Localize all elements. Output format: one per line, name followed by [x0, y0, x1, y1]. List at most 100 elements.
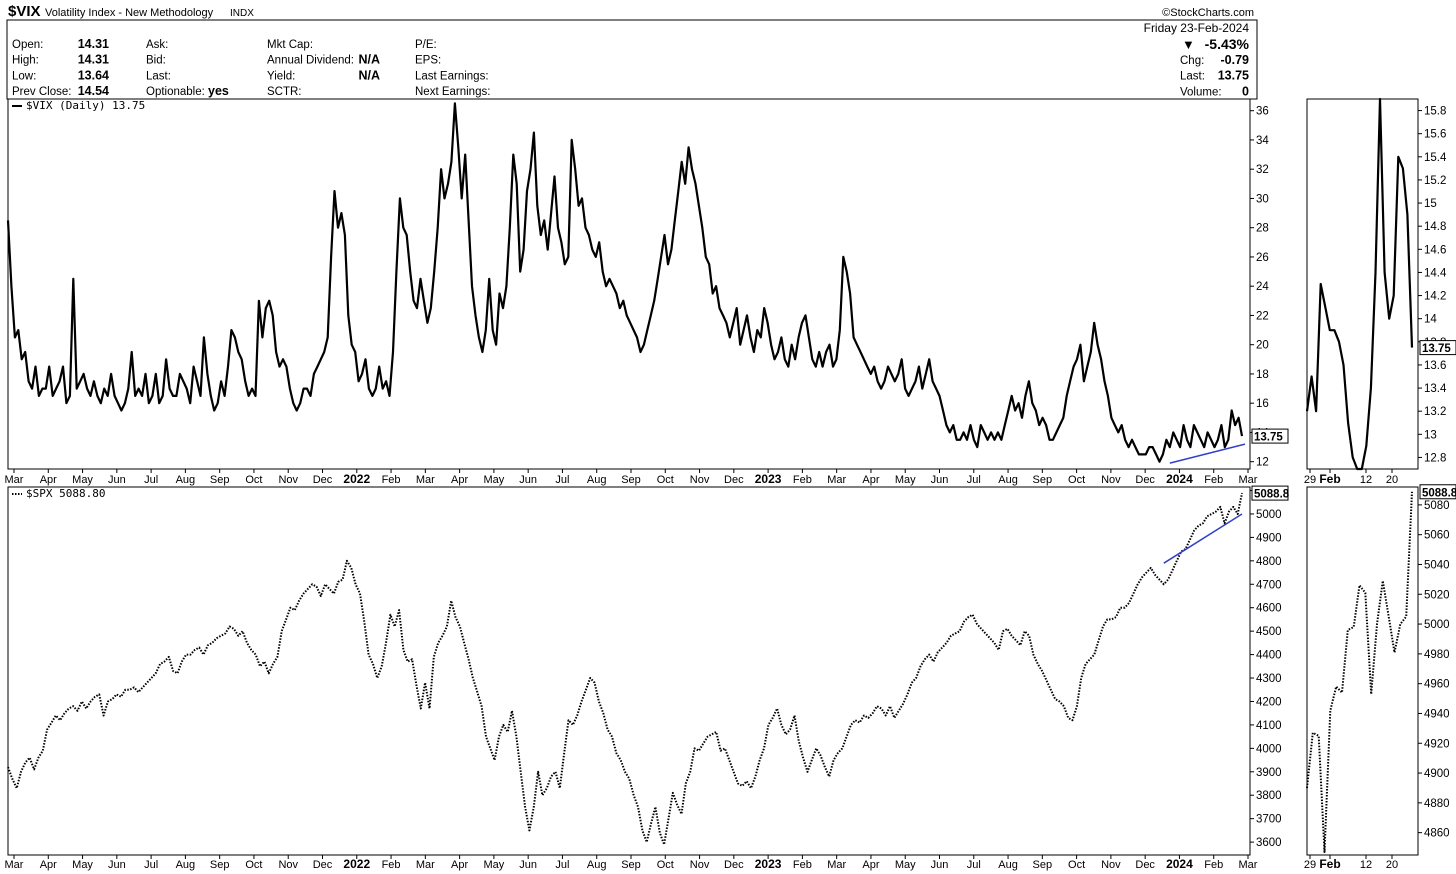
vix-panel: 12141618202224262830323436MarAprMayJunJu…: [5, 98, 1289, 486]
x-tick-label: Mar: [1239, 474, 1258, 486]
last-value-box: [1251, 428, 1289, 444]
y-tick-label: 5020: [1424, 589, 1450, 601]
x-tick-label: Apr: [862, 859, 879, 871]
y-tick-label: 12.8: [1424, 452, 1446, 464]
x-tick-label: Sep: [1033, 474, 1053, 486]
x-tick-label: Aug: [998, 474, 1018, 486]
quote-label: Annual Dividend:: [267, 55, 354, 67]
x-tick-label: 2024: [1166, 857, 1193, 871]
quote-label: Open:: [12, 39, 43, 51]
y-tick-label: 36: [1256, 106, 1269, 118]
x-tick-label: Nov: [278, 859, 298, 871]
y-tick-label: 32: [1256, 164, 1269, 176]
y-tick-label: 15.6: [1424, 129, 1446, 141]
x-tick-label: Oct: [657, 474, 674, 486]
y-tick-label: 4900: [1256, 532, 1282, 544]
x-tick-label: May: [72, 859, 93, 871]
spx-inset-panel: 4860 4880 4900 4920 4940 4960 4980 5000 5020 5040…: [1304, 484, 1456, 871]
y-tick-label: 13.4: [1424, 383, 1447, 395]
x-tick-label: Feb: [793, 474, 812, 486]
last-value-box: [1251, 485, 1289, 501]
y-tick-label: 14.8: [1424, 221, 1446, 233]
x-tick-label: Dec: [724, 859, 744, 871]
y-tick-label: 13.6: [1424, 360, 1446, 372]
y-tick-label: 15: [1424, 198, 1437, 210]
quote-label: High:: [12, 55, 39, 67]
x-tick-label: 29: [1304, 859, 1316, 871]
x-tick-label: Oct: [657, 859, 674, 871]
x-tick-label: Mar: [5, 474, 24, 486]
spx-panel: 3600 3700 3800 3900 4000 4100 4200 4300 4400 4500…: [5, 486, 1290, 871]
x-tick-label: Oct: [245, 474, 262, 486]
quote-date: Friday 23-Feb-2024: [1144, 21, 1250, 35]
x-tick-label: 29: [1304, 474, 1316, 486]
x-tick-label: 12: [1360, 474, 1372, 486]
quote-value: N/A: [358, 53, 380, 67]
x-tick-label: 20: [1386, 474, 1398, 486]
x-tick-label: Dec: [1135, 859, 1155, 871]
x-tick-label: 12: [1360, 859, 1372, 871]
legend-label: $VIX (Daily) 13.75: [26, 99, 145, 112]
x-tick-label: Feb: [382, 474, 401, 486]
x-tick-label: Feb: [1319, 472, 1340, 486]
plot-frame: [1306, 98, 1419, 470]
y-tick-label: 22: [1256, 310, 1269, 322]
y-tick-label: 4980: [1424, 649, 1450, 661]
x-tick-label: Jun: [519, 474, 537, 486]
x-tick-label: Aug: [176, 474, 196, 486]
x-tick-label: Oct: [1068, 474, 1085, 486]
x-tick-label: Feb: [1204, 859, 1223, 871]
x-tick-label: Sep: [621, 859, 641, 871]
x-tick-label: Dec: [313, 474, 333, 486]
y-tick-label: 4600: [1256, 603, 1282, 615]
series-line: [1306, 491, 1413, 853]
x-tick-label: Apr: [862, 474, 879, 486]
quote-label: Last Earnings:: [415, 70, 489, 82]
change-percent: -5.43%: [1205, 36, 1250, 52]
quote-label: Volume:: [1180, 86, 1222, 98]
quote-label: Low:: [12, 70, 36, 82]
y-tick-label: 24: [1256, 281, 1269, 293]
x-tick-label: 2023: [755, 472, 782, 486]
quote-label: EPS:: [415, 55, 441, 67]
series-line: [6, 102, 1244, 463]
vix-inset-panel: 12.81313.213.413.613.81414.214.414.614.8…: [1304, 97, 1456, 486]
y-tick-label: 30: [1256, 193, 1269, 205]
y-tick-label: 20: [1256, 340, 1269, 352]
x-tick-label: Sep: [210, 474, 230, 486]
x-tick-label: May: [72, 474, 93, 486]
last-value-box: [1419, 484, 1456, 500]
quote-label: Last:: [146, 70, 171, 82]
x-tick-label: Mar: [1239, 859, 1258, 871]
x-tick-label: Mar: [416, 474, 435, 486]
y-tick-label: 13: [1424, 429, 1437, 441]
quote-value: yes: [208, 84, 229, 98]
y-tick-label: 16: [1256, 398, 1269, 410]
quote-value: 13.64: [78, 68, 109, 82]
x-tick-label: Sep: [1033, 859, 1053, 871]
y-tick-label: 5060: [1424, 530, 1450, 542]
x-tick-label: Mar: [827, 859, 846, 871]
y-tick-label: 26: [1256, 252, 1269, 264]
x-tick-label: Aug: [176, 859, 196, 871]
y-tick-label: 13.2: [1424, 406, 1446, 418]
y-tick-label: 4960: [1424, 679, 1450, 691]
x-tick-label: Dec: [724, 474, 744, 486]
y-tick-label: 3900: [1256, 767, 1282, 779]
quote-value: -0.79: [1221, 53, 1250, 67]
y-tick-label: 4300: [1256, 673, 1282, 685]
x-tick-label: Aug: [587, 474, 607, 486]
x-tick-label: Jul: [144, 474, 158, 486]
x-tick-label: Nov: [1101, 859, 1121, 871]
symbol: $VIX: [8, 3, 41, 20]
x-tick-label: Nov: [690, 474, 710, 486]
x-tick-label: Jul: [555, 474, 569, 486]
x-tick-label: Mar: [416, 859, 435, 871]
x-tick-label: Mar: [5, 859, 24, 871]
series-line: [1305, 97, 1414, 471]
x-tick-label: Jul: [967, 474, 981, 486]
y-tick-label: 14.6: [1424, 244, 1446, 256]
quote-label: Bid:: [146, 55, 166, 67]
quote-label: Next Earnings:: [415, 86, 490, 98]
quote-value: 0: [1242, 84, 1249, 98]
